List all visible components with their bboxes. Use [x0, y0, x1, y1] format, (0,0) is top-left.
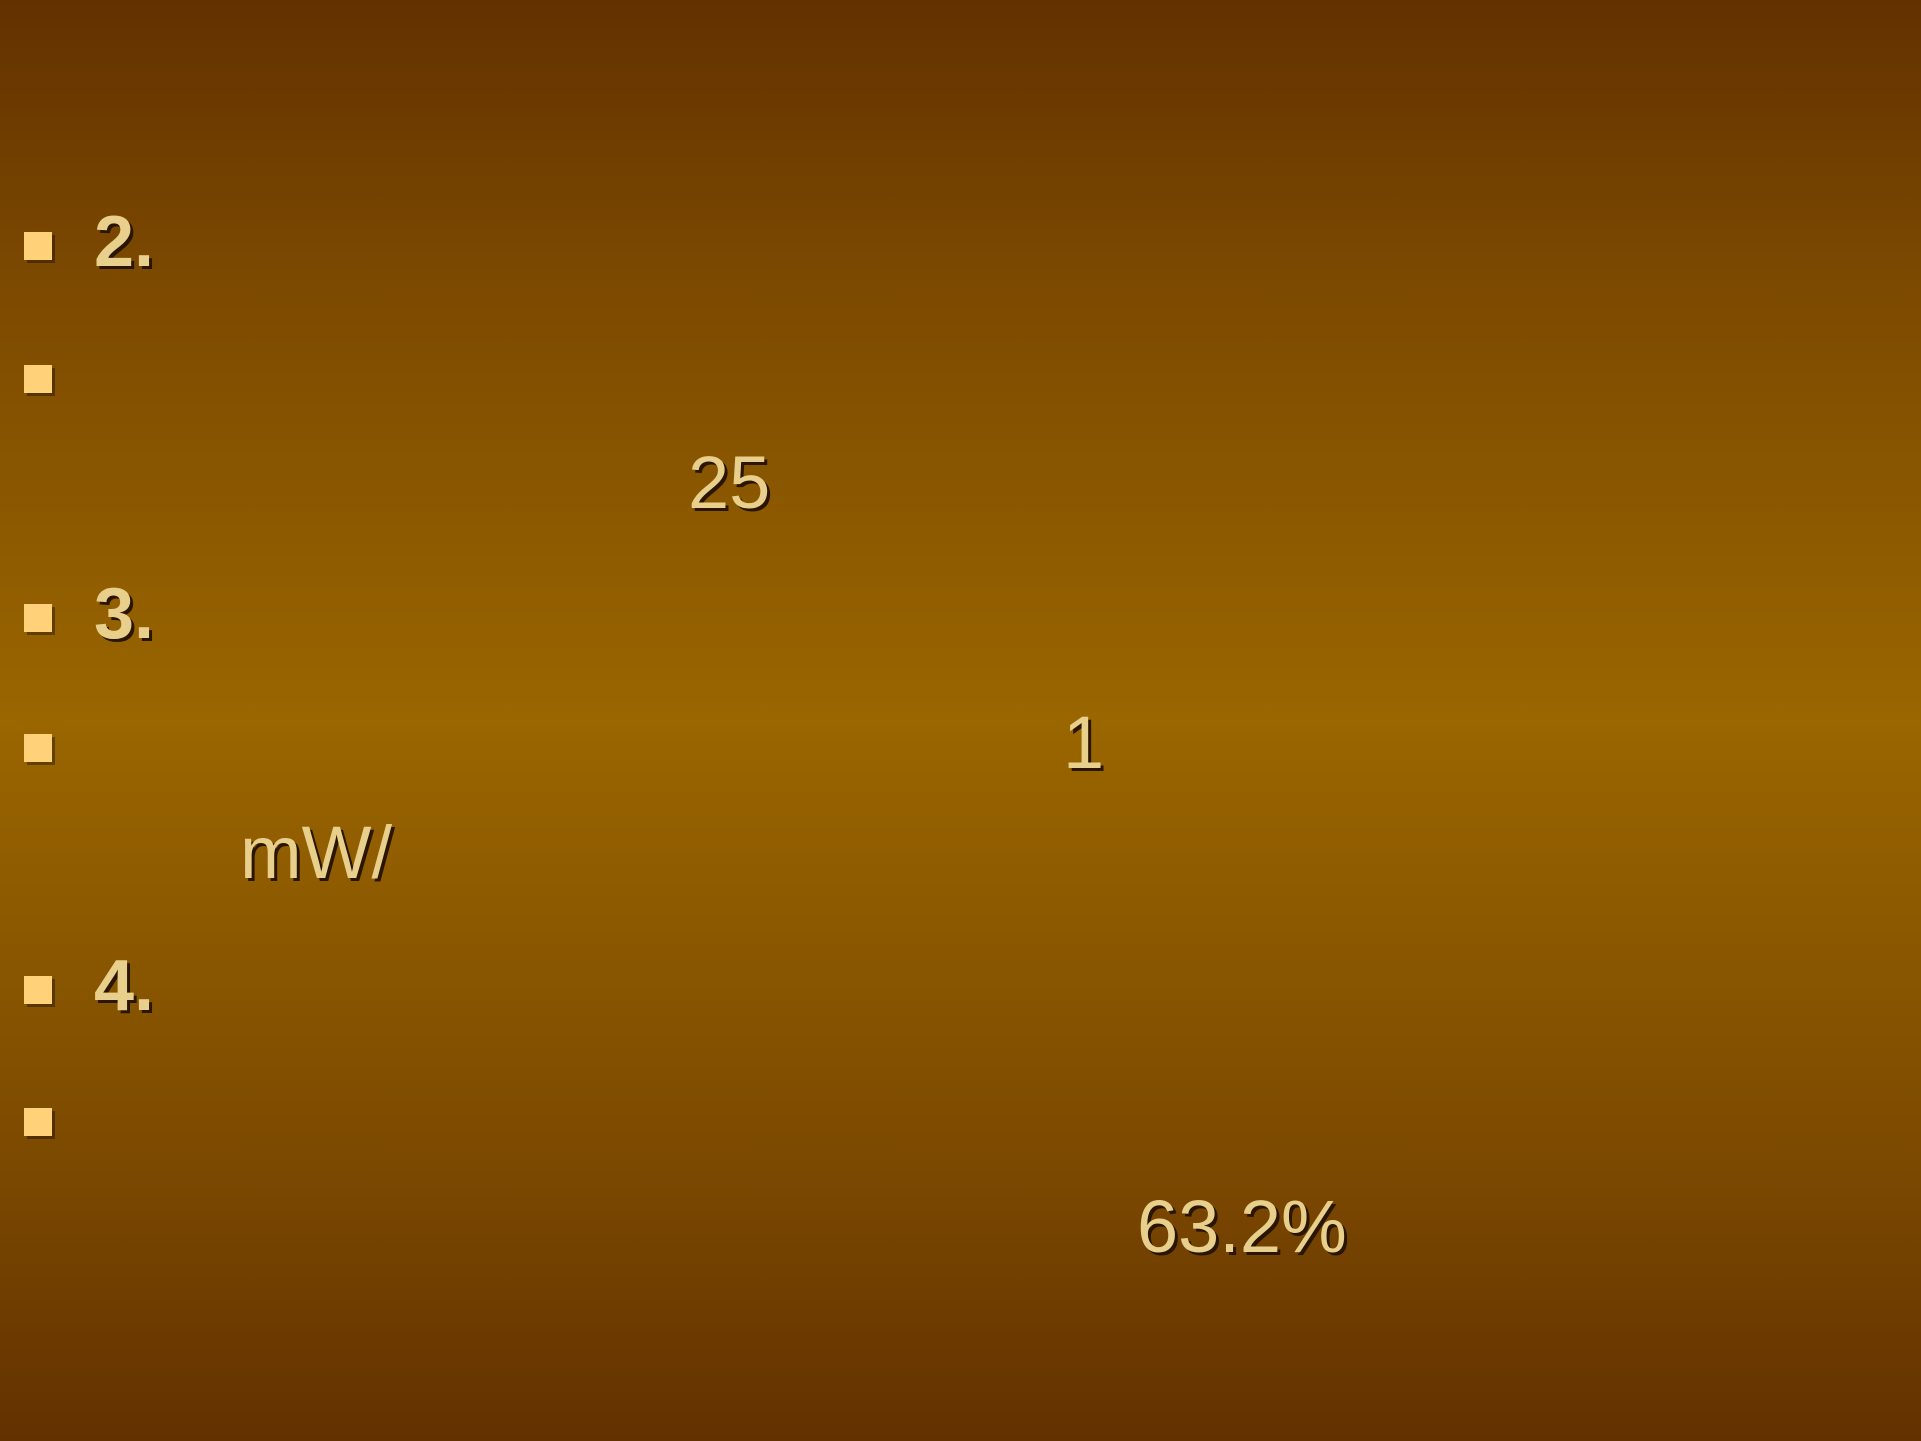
bullet-square: [24, 232, 52, 260]
value-percent: 63.2%: [1137, 1185, 1347, 1268]
value-1: 1: [1063, 701, 1105, 784]
item-heading-4: 4.: [94, 946, 155, 1026]
bullet-square: [24, 604, 52, 632]
item-heading-3: 3.: [94, 574, 155, 654]
bullet-square: [24, 976, 52, 1004]
bullet-square: [24, 1108, 52, 1136]
unit-mw: mW/: [240, 811, 393, 894]
bullet-square: [24, 734, 52, 762]
item-heading-2: 2.: [94, 202, 155, 282]
value-25: 25: [688, 441, 771, 524]
bullet-square: [24, 365, 52, 393]
